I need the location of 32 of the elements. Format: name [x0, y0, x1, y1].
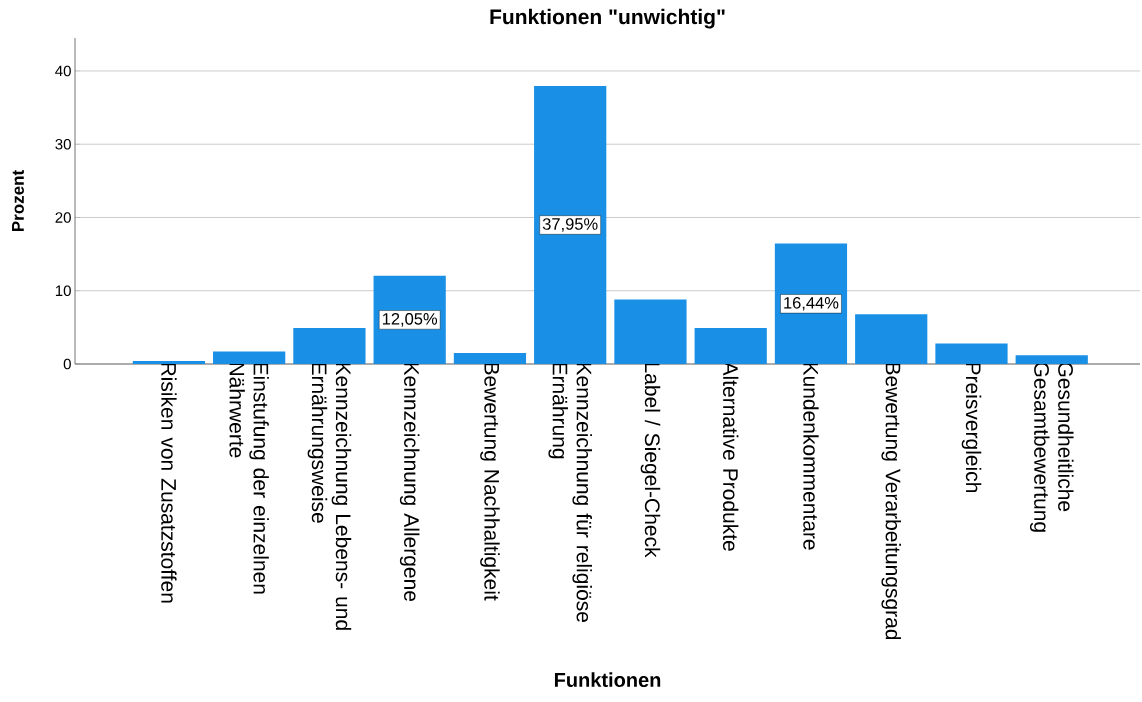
bar	[1015, 355, 1088, 364]
x-tick-label: Kennzeichnung Lebens- und Ernährungsweise	[307, 363, 352, 630]
bar	[453, 353, 527, 364]
y-tick-label: 30	[55, 138, 71, 150]
y-tick-label: 40	[55, 65, 71, 77]
bar	[855, 314, 928, 364]
bar	[614, 299, 687, 364]
x-tick-label: Risiken von Zusatzstoffen	[161, 363, 177, 603]
y-tick-label: 10	[55, 285, 71, 297]
y-axis-title: Prozent	[12, 170, 24, 232]
data-label: 37,95%	[542, 218, 598, 232]
y-tick-label: 20	[55, 212, 71, 223]
bar	[534, 85, 607, 364]
x-tick-label: Alternative Produkte	[722, 361, 739, 551]
x-tick-label: Einstufung der einzelnen Nährwerte	[229, 363, 269, 594]
bar	[935, 343, 1008, 364]
bar	[213, 351, 286, 364]
x-tick-label: Gesundheitliche Gesamtbewertung	[1029, 362, 1074, 532]
x-tick-label: Kennzeichnung Allergene	[399, 363, 420, 602]
bar	[293, 328, 366, 364]
data-label: 12,05%	[382, 313, 438, 327]
x-tick-label: Kennzeichnung für religiöse Ernährung	[548, 363, 592, 623]
x-axis-title: Funktionen	[554, 672, 661, 688]
chart-title: Funktionen "unwichtig"	[490, 8, 725, 29]
x-tick-label: Preisvergleich	[961, 363, 982, 493]
bar	[694, 328, 767, 364]
data-label: 16,44%	[784, 296, 839, 311]
x-tick-label: Bewertung Verarbeitungsgrad	[881, 363, 902, 640]
y-tick-label: 0	[63, 358, 71, 370]
x-tick-label: Kundenkommentare	[803, 363, 819, 550]
x-tick-label: Bewertung Nachhaltigkeit	[480, 363, 500, 601]
bar	[132, 361, 206, 364]
